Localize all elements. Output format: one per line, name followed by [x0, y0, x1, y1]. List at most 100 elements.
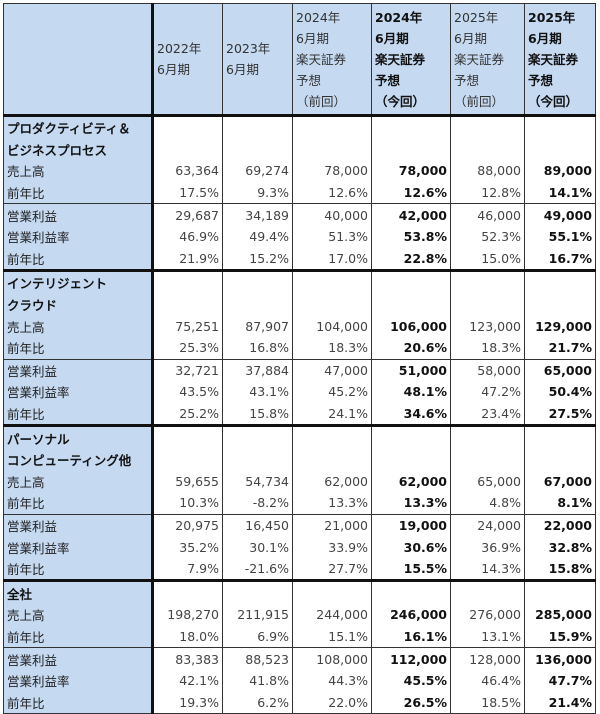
value-cell: 88,523: [222, 647, 293, 670]
table-row: 売上高 59,655 54,734 62,000 62,000 65,000 67,000: [3, 470, 596, 493]
value-cell: 34,189: [222, 203, 293, 226]
row-label: 前年比: [3, 247, 154, 271]
column-header: 2023年 6月期: [222, 3, 293, 117]
empty-cell: [152, 424, 223, 449]
value-cell: -21.6%: [222, 557, 293, 581]
row-label: 営業利益率: [3, 381, 154, 403]
value-cell: 15.0%: [450, 247, 525, 271]
empty-cell: [292, 138, 372, 161]
value-cell: 46.4%: [450, 669, 525, 692]
empty-cell: [524, 579, 596, 605]
value-cell: 32.8%: [524, 536, 596, 558]
column-header: 2025年 6月期 楽天証券 予想 （今回）: [524, 3, 596, 117]
value-cell: 27.5%: [524, 402, 596, 426]
value-cell: 69,274: [222, 160, 293, 182]
empty-cell: [450, 293, 525, 316]
row-label: 営業利益: [3, 203, 154, 226]
empty-cell: [222, 424, 293, 449]
column-header-line: 6月期: [157, 62, 190, 77]
row-label: 営業利益率: [3, 536, 154, 558]
value-cell: 15.2%: [222, 247, 293, 271]
empty-cell: [292, 579, 372, 605]
value-cell: 17.5%: [152, 181, 223, 204]
empty-cell: [292, 269, 372, 294]
value-cell: 32,721: [152, 358, 223, 382]
value-cell: 136,000: [524, 647, 596, 670]
value-cell: 52.3%: [450, 225, 525, 248]
value-cell: 89,000: [524, 160, 596, 182]
empty-cell: [292, 448, 372, 471]
value-cell: 42.1%: [152, 669, 223, 692]
value-cell: 13.3%: [292, 492, 372, 515]
value-cell: 65,000: [524, 358, 596, 382]
value-cell: 30.6%: [371, 536, 451, 558]
value-cell: 22,000: [524, 513, 596, 537]
value-cell: 41.8%: [222, 669, 293, 692]
table-row: 営業利益 83,383 88,523 108,000 112,000 128,000 136…: [3, 647, 596, 670]
table-row: 営業利益 20,975 16,450 21,000 19,000 24,000 22,000: [3, 513, 596, 537]
value-cell: 46.9%: [152, 225, 223, 248]
value-cell: 59,655: [152, 470, 223, 493]
column-header: 2025年 6月期 楽天証券 予想 （前回）: [450, 3, 525, 117]
value-cell: 15.8%: [524, 557, 596, 581]
table-row: 売上高 63,364 69,274 78,000 78,000 88,000 89,000: [3, 160, 596, 182]
value-cell: 83,383: [152, 647, 223, 670]
value-cell: 19,000: [371, 513, 451, 537]
empty-cell: [450, 579, 525, 605]
empty-cell: [222, 269, 293, 294]
empty-cell: [371, 269, 451, 294]
value-cell: 18.3%: [292, 336, 372, 360]
row-label: 前年比: [3, 181, 154, 204]
value-cell: 104,000: [292, 315, 372, 337]
row-label: 前年比: [3, 691, 154, 714]
value-cell: 19.3%: [152, 691, 223, 714]
value-cell: 22.8%: [371, 247, 451, 271]
value-cell: 10.3%: [152, 492, 223, 515]
value-cell: 16,450: [222, 513, 293, 537]
empty-cell: [450, 269, 525, 294]
table-row: 前年比 17.5% 9.3% 12.6% 12.6% 12.8% 14.1%: [3, 181, 596, 204]
empty-cell: [222, 579, 293, 605]
column-header-line: 楽天証券: [454, 51, 505, 67]
row-label: 前年比: [3, 402, 154, 426]
empty-cell: [152, 579, 223, 605]
value-cell: 129,000: [524, 315, 596, 337]
value-cell: 20.6%: [371, 336, 451, 360]
section-title-row: プロダクティビティ＆: [3, 115, 596, 139]
value-cell: 18.3%: [450, 336, 525, 360]
value-cell: 87,907: [222, 315, 293, 337]
value-cell: 63,364: [152, 160, 223, 182]
value-cell: 58,000: [450, 358, 525, 382]
empty-cell: [371, 293, 451, 316]
column-header-line: 2024年: [296, 9, 341, 25]
corner-cell: [3, 3, 154, 117]
column-header-line: （前回）: [296, 93, 347, 109]
empty-cell: [222, 293, 293, 316]
row-label: 営業利益: [3, 513, 154, 537]
table-row: 前年比 25.2% 15.8% 24.1% 34.6% 23.4% 27.5%: [3, 402, 596, 426]
value-cell: 8.1%: [524, 492, 596, 515]
column-header-line: 楽天証券: [296, 51, 347, 67]
value-cell: 43.5%: [152, 381, 223, 403]
section-title-row: 全社: [3, 579, 596, 605]
row-label: 売上高: [3, 160, 154, 182]
table-row: 営業利益率 42.1% 41.8% 44.3% 45.5% 46.4% 47.7%: [3, 669, 596, 692]
column-header-line: 予想: [296, 72, 322, 88]
empty-cell: [450, 138, 525, 161]
empty-cell: [152, 448, 223, 471]
value-cell: 33.9%: [292, 536, 372, 558]
empty-cell: [222, 448, 293, 471]
value-cell: -8.2%: [222, 492, 293, 515]
empty-cell: [152, 269, 223, 294]
row-label: 売上高: [3, 604, 154, 626]
empty-cell: [292, 115, 372, 139]
table-row: 前年比 7.9% -21.6% 27.7% 15.5% 14.3% 15.8%: [3, 557, 596, 581]
value-cell: 62,000: [292, 470, 372, 493]
value-cell: 198,270: [152, 604, 223, 626]
value-cell: 21.9%: [152, 247, 223, 271]
column-header-line: 2022年: [157, 41, 202, 56]
value-cell: 20,975: [152, 513, 223, 537]
value-cell: 50.4%: [524, 381, 596, 403]
value-cell: 4.8%: [450, 492, 525, 515]
column-header-line: （前回）: [454, 93, 505, 109]
